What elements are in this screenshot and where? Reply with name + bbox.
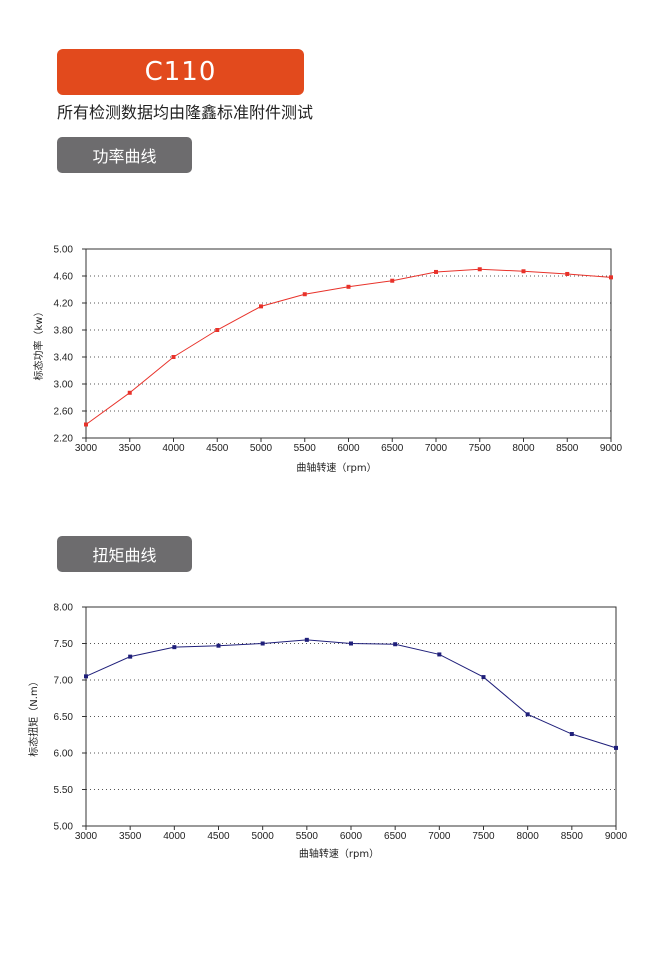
torque-curve-label: 扭矩曲线	[92, 546, 157, 565]
y-tick-label: 3.00	[54, 380, 74, 391]
data-point	[521, 269, 526, 274]
x-tick-label: 6000	[337, 443, 360, 454]
y-axis-title: 标态扭矩（N.m）	[27, 676, 40, 756]
x-tick-label: 9000	[605, 831, 628, 842]
x-tick-label: 5000	[250, 443, 273, 454]
y-tick-label: 6.00	[54, 749, 74, 760]
plot-frame	[85, 248, 612, 439]
x-tick-label: 9000	[600, 443, 623, 454]
x-tick-label: 5500	[296, 831, 319, 842]
x-tick-label: 5000	[252, 831, 275, 842]
data-point	[525, 712, 530, 717]
data-point	[84, 422, 88, 427]
data-point	[437, 652, 442, 657]
x-tick-label: 3500	[119, 443, 142, 454]
series-line	[85, 639, 617, 749]
data-point	[481, 675, 486, 680]
data-point	[304, 637, 309, 642]
y-tick-label: 3.40	[54, 353, 74, 364]
y-tick-label: 6.50	[54, 712, 74, 723]
data-point	[390, 278, 395, 283]
data-point	[84, 674, 88, 679]
data-point	[215, 328, 220, 332]
data-point	[346, 284, 351, 289]
x-tick-label: 4500	[207, 831, 230, 842]
data-point	[259, 304, 263, 309]
y-tick-label: 8.00	[54, 603, 74, 614]
data-point	[569, 732, 574, 737]
data-point	[260, 641, 265, 646]
data-point	[434, 269, 438, 274]
y-tick-label: 7.00	[54, 676, 74, 687]
torque-curve-chart: 5.00 5.50 6.00 6.50 7.00 7.50 8.00 3000 3500 4000…	[27, 603, 628, 861]
model-title-banner: C110	[57, 49, 304, 95]
data-point	[393, 642, 398, 647]
data-point	[349, 641, 353, 646]
x-tick-label: 5500	[294, 443, 317, 454]
x-tick-label: 6000	[340, 831, 363, 842]
x-tick-label: 4000	[163, 831, 186, 842]
x-tick-label: 8000	[512, 443, 535, 454]
data-point	[302, 292, 307, 297]
data-point	[172, 645, 177, 650]
series-line	[85, 268, 612, 425]
data-point	[127, 390, 132, 395]
y-tick-label: 4.60	[54, 272, 74, 283]
test-note: 所有检测数据均由隆鑫标准附件测试	[57, 103, 314, 122]
x-tick-label: 8000	[517, 831, 540, 842]
x-tick-label: 6500	[381, 443, 404, 454]
x-tick-label: 3500	[119, 831, 142, 842]
data-point	[128, 654, 133, 659]
y-tick-label: 5.00	[54, 245, 74, 256]
x-tick-label: 8500	[556, 443, 579, 454]
power-curve-label: 功率曲线	[92, 147, 157, 166]
x-tick-label: 3000	[75, 831, 98, 842]
power-curve-tag: 功率曲线	[57, 137, 192, 173]
power-curve-chart: 2.20 2.60 3.00 3.40 3.80 4.20 4.60 5.00 3000 3500…	[32, 245, 623, 475]
y-tick-label: 2.60	[54, 407, 74, 418]
torque-curve-tag: 扭矩曲线	[57, 536, 192, 572]
x-tick-label: 3000	[75, 443, 98, 454]
data-point	[609, 275, 613, 280]
model-title: C110	[144, 57, 217, 87]
x-tick-label: 8500	[561, 831, 584, 842]
x-tick-label: 7500	[469, 443, 492, 454]
x-axis-title: 曲轴转速（rpm）	[299, 847, 379, 860]
y-tick-label: 4.20	[54, 299, 74, 310]
data-point	[171, 355, 176, 359]
data-point	[477, 267, 482, 272]
data-point	[565, 271, 570, 276]
y-tick-label: 2.20	[54, 434, 74, 445]
x-tick-label: 6500	[384, 831, 407, 842]
x-tick-label: 4500	[206, 443, 229, 454]
x-tick-label: 7500	[472, 831, 495, 842]
x-tick-label: 7000	[428, 831, 451, 842]
y-axis-title: 标态功率（kw）	[32, 307, 45, 381]
y-tick-label: 7.50	[54, 639, 74, 650]
x-tick-label: 7000	[425, 443, 448, 454]
data-point	[216, 643, 221, 648]
data-point	[614, 745, 618, 750]
x-axis-title: 曲轴转速（rpm）	[296, 461, 376, 474]
x-tick-label: 4000	[162, 443, 185, 454]
y-tick-label: 5.00	[54, 822, 74, 833]
y-tick-label: 5.50	[54, 785, 74, 796]
y-tick-label: 3.80	[54, 326, 74, 337]
